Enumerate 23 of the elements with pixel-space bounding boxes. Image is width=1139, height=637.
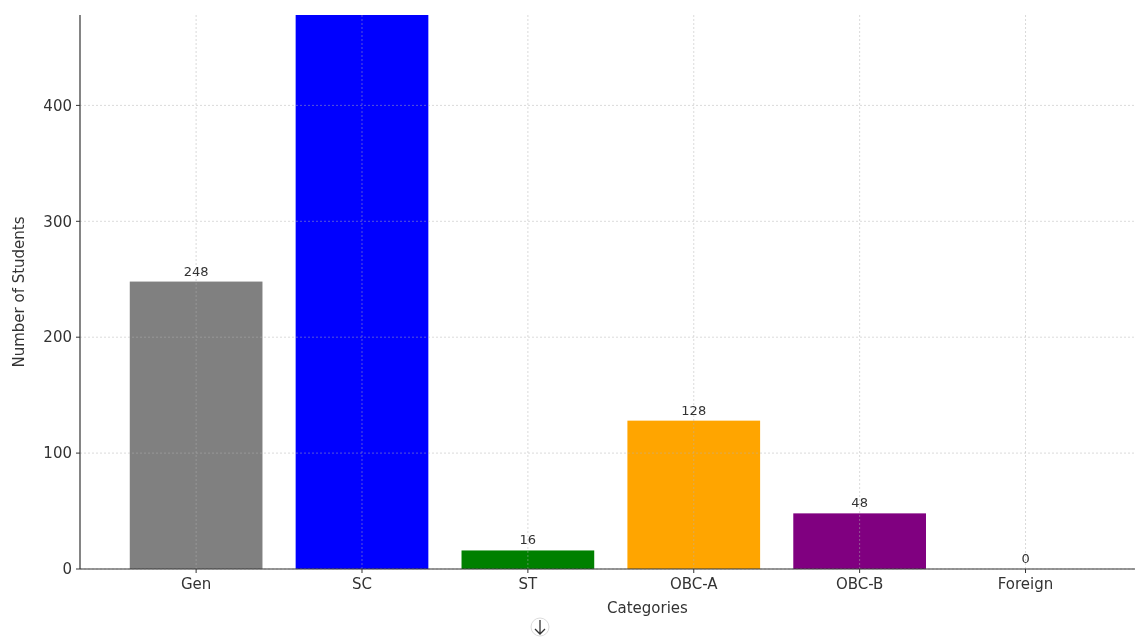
data-label: 48	[851, 495, 868, 511]
x-tick-label: ST	[518, 575, 539, 593]
y-axis-title: Number of Students	[10, 216, 28, 368]
y-tick-label: 0	[62, 560, 72, 579]
bar	[627, 420, 761, 569]
x-tick-label: OBC-A	[669, 575, 719, 593]
y-tick-label: 100	[43, 444, 72, 463]
bar	[295, 15, 429, 569]
x-tick-label: Gen	[180, 575, 212, 593]
data-label: 16	[519, 532, 537, 548]
data-label: 0	[1021, 551, 1030, 566]
x-tick-label: SC	[352, 575, 372, 593]
y-tick-label: 400	[43, 96, 72, 115]
data-label: 128	[681, 402, 707, 418]
bar	[461, 550, 595, 569]
x-tick-label: OBC-B	[835, 575, 884, 593]
x-axis-title: Categories	[607, 599, 689, 617]
bar	[793, 513, 926, 569]
data-label: 248	[183, 263, 209, 279]
x-tick-label: Foreign	[997, 575, 1054, 593]
bar	[129, 281, 263, 569]
y-tick-label: 300	[43, 212, 72, 231]
y-tick-label: 200	[43, 328, 72, 347]
